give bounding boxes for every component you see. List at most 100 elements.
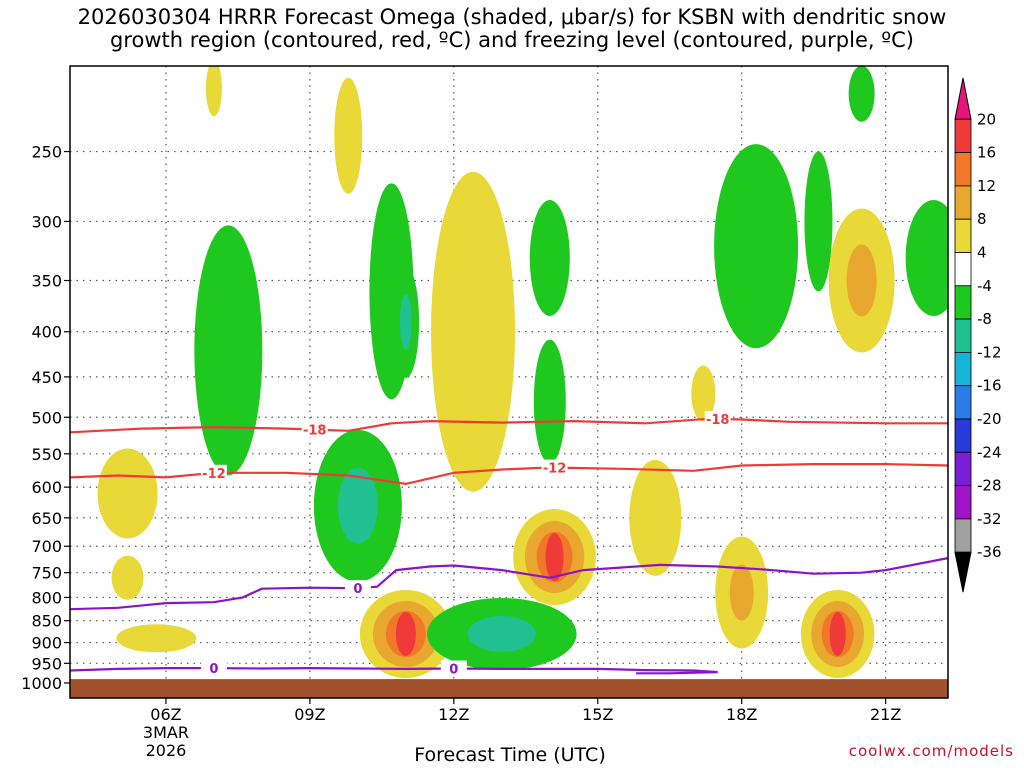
colorbar-swatch-10 [954,418,972,453]
omega-region--8-to--4 [194,225,263,476]
contour-minus12-label-bg [541,459,568,476]
colorbar-label--16: -16 [977,377,1002,395]
omega-region-8-to-12 [729,564,754,621]
contour-minus12 [70,463,948,486]
colorbar-label--32: -32 [977,510,1002,528]
omega-region--8-to--4 [533,339,566,464]
colorbar-swatch-6 [954,285,972,320]
y-tick-label-950: 950 [31,654,62,673]
freezing-level-lower-label: 0 [449,663,458,678]
y-tick-label-650: 650 [31,509,62,528]
omega-region--8-to--4 [804,151,833,292]
watermark: coolwx.com/models [848,742,1014,760]
y-tick-label-250: 250 [31,143,62,162]
colorbar-swatch-2 [954,152,972,187]
colorbar-label-16: 16 [977,144,996,162]
freezing-level-upper [70,557,948,611]
omega-region-4-to-8 [431,171,516,492]
omega-region-16-to-20 [395,611,416,656]
x-tick-label-15Z: 15Z [582,705,613,724]
colorbar-label--12: -12 [977,343,1002,361]
plot-frame [69,65,949,699]
colorbar-swatch-9 [954,385,972,420]
omega-region-8-to-12 [846,244,877,317]
omega-region-4-to-8 [691,365,716,422]
contour-minus18-label-bg [704,411,731,428]
colorbar-label-8: 8 [977,210,987,228]
y-tick-label-300: 300 [31,212,62,231]
omega-region--8-to--4 [848,66,875,122]
y-tick-label-600: 600 [31,478,62,497]
title-line-1: 2026030304 HRRR Forecast Omega (shaded, … [77,5,947,29]
colorbar-swatch-5 [954,252,972,287]
colorbar-swatch-3 [954,185,972,220]
y-tick-label-900: 900 [31,634,62,653]
colorbar-top-arrow [954,77,972,120]
contour-minus12-label: -12 [543,462,567,477]
omega-region--8-to--4 [529,199,570,316]
x-date-label-1: 2026 [146,741,187,760]
colorbar-label--36: -36 [977,543,1002,561]
omega-region--12-to--8 [399,294,412,351]
omega-region-4-to-8 [334,77,363,194]
x-tick-label-06Z: 06Z [150,705,181,724]
contour-minus12-label-bg [200,464,227,481]
omega-region--8-to--4 [905,199,948,316]
ground-surface [70,679,948,698]
colorbar-label-20: 20 [977,110,996,128]
colorbar-label--20: -20 [977,410,1002,428]
chart-title: 2026030304 HRRR Forecast Omega (shaded, … [0,6,1024,52]
colorbar: 20 16 12 8 4 -4 -8 -12 -16 -20 -24 -28 -32 -36 [954,77,1002,593]
freezing-level-lower-label-bg [440,660,467,677]
colorbar-swatch-13 [954,518,972,553]
contour-minus18-label: -18 [706,413,730,428]
contour-minus12-label: -12 [202,467,226,482]
colorbar-label--4: -4 [977,277,992,295]
x-tick-label-12Z: 12Z [438,705,469,724]
freezing-level-upper-label: 0 [353,582,362,597]
omega-region-4-to-8 [629,459,682,576]
omega-region-16-to-20 [829,611,846,656]
y-tick-label-700: 700 [31,537,62,556]
contour-minus18-label-bg [301,421,328,438]
colorbar-swatch-7 [954,318,972,353]
colorbar-bottom-arrow [954,551,972,593]
y-tick-label-500: 500 [31,408,62,427]
freezing-level-upper-label-bg [344,580,371,597]
contour-labels: -18 -18 -12 -12 0 0 0 [200,411,731,678]
freezing-level-lower-label-bg [200,660,227,677]
omega-region-16-to-20 [545,533,564,582]
omega-region-4-to-8 [97,448,158,539]
colorbar-label--24: -24 [977,443,1002,461]
x-tick-label-21Z: 21Z [870,705,901,724]
omega-region--12-to--8 [467,615,536,652]
colorbar-swatch-8 [954,351,972,387]
colorbar-label-12: 12 [977,177,996,195]
contour-minus18 [70,417,948,434]
colorbar-label--8: -8 [977,310,992,328]
y-tick-label-350: 350 [31,272,62,291]
x-axis-label: Forecast Time (UTC) [414,744,606,766]
omega-region--12-to--8 [337,467,378,544]
freezing-level-lower-label: 0 [209,662,218,677]
contour-minus18-label: -18 [303,424,327,439]
colorbar-label--28: -28 [977,477,1002,495]
omega-shading [97,66,948,678]
y-tick-label-750: 750 [31,564,62,583]
x-tick-label-18Z: 18Z [726,705,757,724]
y-tick-label-400: 400 [31,323,62,342]
title-line-2: growth region (contoured, red, ºC) and f… [110,28,914,52]
x-tick-label-09Z: 09Z [294,705,325,724]
y-tick-label-850: 850 [31,612,62,631]
omega-region-4-to-8 [111,555,144,600]
y-tick-label-450: 450 [31,368,62,387]
omega-region-4-to-8 [205,66,222,117]
colorbar-swatch-11 [954,451,972,486]
colorbar-swatch-1 [954,118,972,154]
omega-region--8-to--4 [714,144,799,349]
y-tick-label-550: 550 [31,445,62,464]
y-axis: 250 300 350 400 450 500 550 600 650 700 750 800 850 9… [21,143,70,693]
colorbar-swatch-4 [954,218,972,253]
